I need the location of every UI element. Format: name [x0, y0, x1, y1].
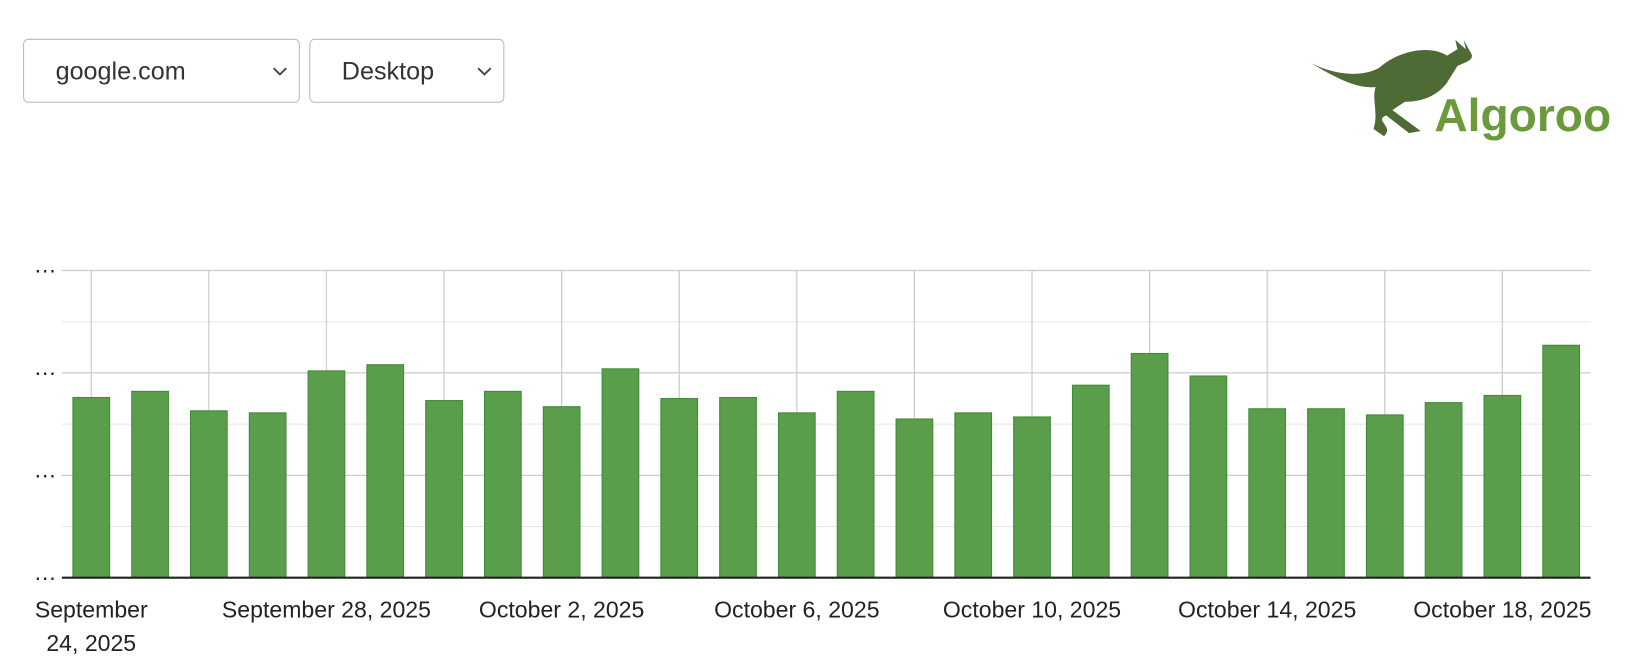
bar [1424, 402, 1463, 579]
bar [719, 396, 757, 579]
x-tick-label: September 28, 2025 [221, 596, 431, 623]
bar [1483, 394, 1522, 579]
x-tick-label: October 18, 2025 [1413, 596, 1592, 623]
device-select[interactable]: Desktop [309, 38, 505, 103]
bar [425, 400, 463, 579]
bar [895, 418, 934, 579]
kangaroo-icon [1310, 39, 1472, 137]
bar [483, 390, 522, 579]
bar [542, 406, 581, 579]
bar [307, 370, 346, 579]
x-tick-label: September 24, 2025 [34, 596, 148, 657]
bar [72, 396, 111, 579]
y-tick-label: … [34, 354, 57, 380]
logo-text: Algoroo [1434, 89, 1611, 141]
x-tick-label: October 2, 2025 [478, 596, 645, 623]
y-tick-label: … [34, 559, 57, 585]
bar [777, 412, 816, 579]
bar [366, 364, 405, 579]
bar [1542, 344, 1581, 579]
x-tick-label: October 14, 2025 [1178, 596, 1357, 623]
bar [1013, 416, 1051, 579]
site-select[interactable]: google.com [23, 38, 300, 103]
device-select-value: Desktop [341, 57, 435, 86]
bar [1130, 352, 1169, 579]
bar [1307, 408, 1345, 579]
logo[interactable]: Algoroo [1300, 37, 1636, 152]
y-tick-label: … [34, 456, 57, 482]
x-tick-label: October 10, 2025 [942, 596, 1122, 623]
bar [1365, 414, 1404, 579]
bar [1189, 375, 1228, 579]
bar [836, 390, 875, 579]
bar [131, 390, 169, 579]
x-tick-label: October 6, 2025 [714, 596, 880, 623]
chevron [477, 67, 492, 76]
bar [954, 412, 993, 579]
y-tick-label: … [34, 252, 57, 278]
chevron [272, 67, 287, 76]
bar [601, 368, 640, 579]
bar [1248, 408, 1287, 579]
bar [1071, 384, 1110, 579]
bar [189, 410, 228, 579]
bar [248, 412, 287, 579]
bar [660, 397, 699, 579]
chart: … … … … [34, 252, 1591, 585]
site-select-value: google.com [55, 57, 186, 86]
